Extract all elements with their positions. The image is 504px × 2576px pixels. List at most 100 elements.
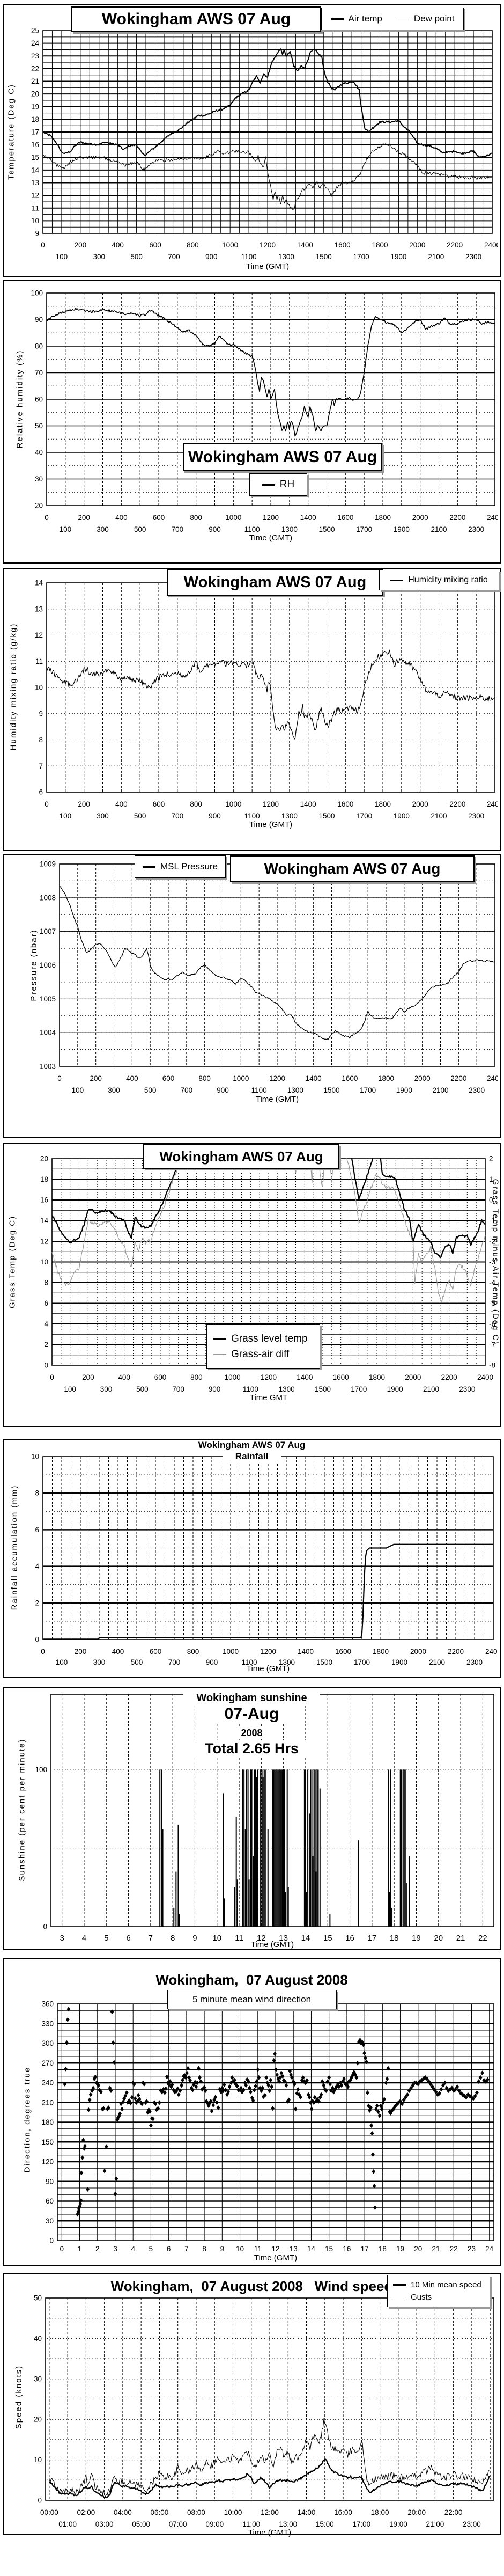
svg-text:12: 12 (35, 631, 43, 639)
svg-text:700: 700 (172, 1385, 184, 1393)
svg-text:-4: -4 (489, 1279, 495, 1287)
svg-text:800: 800 (187, 241, 199, 249)
msl-pressure-panel: 0 200 400 600 800 1000 1200 1400 1600 1800 2000 220… (3, 854, 501, 1138)
svg-text:80: 80 (35, 342, 43, 350)
legend-item: Gusts (393, 2293, 432, 2302)
svg-text:900: 900 (209, 525, 221, 533)
svg-text:9: 9 (192, 1934, 197, 1943)
svg-text:100: 100 (31, 289, 43, 297)
svg-text:17: 17 (368, 1934, 377, 1943)
svg-text:900: 900 (205, 253, 218, 261)
svg-text:11: 11 (32, 204, 39, 212)
legend-label: RH (279, 479, 295, 490)
chart-title: Wokingham, 07 August 2008 Wind speed (98, 2278, 406, 2295)
svg-text:1400: 1400 (298, 1648, 314, 1656)
svg-text:5: 5 (149, 2245, 153, 2253)
svg-text:200: 200 (75, 241, 87, 249)
chart-title: Wokingham, 07 August 2008 (143, 1972, 361, 1988)
legend-label: Air temp (348, 13, 382, 24)
svg-text:-6: -6 (489, 1320, 495, 1328)
svg-text:70: 70 (35, 369, 43, 377)
svg-text:1200: 1200 (260, 1648, 276, 1656)
x-axis-title: Time GMT (249, 1393, 288, 1402)
svg-text:02:00: 02:00 (77, 2508, 95, 2516)
chart-title-text2: Wind speed (314, 2278, 393, 2294)
svg-text:1800: 1800 (373, 1648, 389, 1656)
svg-text:300: 300 (108, 1086, 120, 1094)
svg-text:12: 12 (257, 1934, 266, 1943)
svg-text:4: 4 (35, 1562, 39, 1570)
svg-text:2200: 2200 (447, 241, 463, 249)
svg-text:19: 19 (396, 2245, 404, 2253)
svg-text:2100: 2100 (423, 1385, 439, 1393)
svg-text:14: 14 (31, 166, 40, 174)
svg-text:17: 17 (31, 128, 39, 136)
legend-item: Grass-air diff (213, 1349, 289, 1360)
svg-text:22: 22 (450, 2245, 458, 2253)
svg-text:50: 50 (34, 2294, 42, 2302)
svg-text:1600: 1600 (333, 1373, 349, 1381)
svg-text:2000: 2000 (414, 1074, 431, 1082)
svg-text:1100: 1100 (241, 253, 257, 261)
x-axis-title: Time (GMT) (254, 2253, 298, 2263)
svg-text:6: 6 (44, 1299, 48, 1307)
svg-text:330: 330 (41, 2019, 54, 2028)
svg-text:600: 600 (150, 1648, 162, 1656)
svg-text:12: 12 (40, 1238, 48, 1246)
svg-text:6: 6 (126, 1934, 130, 1943)
svg-text:2: 2 (95, 2245, 100, 2253)
y-axis-title: Grass Temp (Deg C) (8, 1215, 17, 1309)
svg-text:18:00: 18:00 (371, 2508, 389, 2516)
svg-text:1400: 1400 (297, 241, 313, 249)
svg-text:2000: 2000 (409, 241, 425, 249)
svg-text:500: 500 (134, 812, 146, 820)
svg-text:21: 21 (31, 77, 39, 85)
svg-text:20: 20 (40, 1155, 48, 1163)
legend: Grass level temp Grass-air diff (206, 1324, 320, 1368)
svg-text:700: 700 (172, 525, 184, 533)
svg-text:1000: 1000 (225, 1373, 241, 1381)
svg-text:-7: -7 (489, 1341, 495, 1349)
svg-text:03:00: 03:00 (95, 2520, 114, 2528)
svg-text:40: 40 (35, 449, 43, 457)
svg-text:200: 200 (75, 1648, 87, 1656)
svg-text:100: 100 (35, 1766, 47, 1774)
mean-speed-line-swatch (393, 2284, 406, 2286)
svg-text:2100: 2100 (431, 812, 447, 820)
svg-text:500: 500 (136, 1385, 149, 1393)
svg-text:1500: 1500 (316, 1658, 332, 1666)
air-dew-temperature-chart-canvas: 0 200 400 600 800 1000 1200 1400 1600 1800 2000 220… (31, 27, 498, 261)
svg-text:9: 9 (35, 230, 39, 238)
svg-text:200: 200 (90, 1074, 102, 1082)
svg-text:60: 60 (35, 396, 43, 404)
svg-text:200: 200 (82, 1373, 94, 1381)
svg-text:2300: 2300 (469, 1086, 485, 1094)
legend: 10 Min mean speed Gusts (387, 2275, 490, 2307)
svg-text:270: 270 (41, 2059, 54, 2067)
svg-text:10: 10 (236, 2245, 244, 2253)
svg-text:1400: 1400 (297, 1373, 313, 1381)
svg-text:300: 300 (97, 525, 109, 533)
chart-title-text: Wokingham AWS 07 Aug (101, 10, 291, 28)
svg-text:2100: 2100 (429, 1658, 445, 1666)
hmr-line-swatch (390, 580, 404, 581)
sunshine-panel: 3 4 5 6 7 8 9 10 11 12 13 14 15 16 17 18 19 20 21 22 0 100 Wo… (3, 1687, 501, 1950)
svg-text:300: 300 (93, 1658, 106, 1666)
svg-text:3: 3 (113, 2245, 117, 2253)
svg-text:2200: 2200 (441, 1373, 457, 1381)
svg-text:1003: 1003 (40, 1063, 56, 1071)
svg-text:01:00: 01:00 (58, 2520, 77, 2528)
chart-title: Wokingham AWS 07 Aug (230, 855, 475, 882)
svg-text:9: 9 (220, 2245, 225, 2253)
humidity-mixing-ratio-chart-canvas: 0 200 400 600 800 1000 1200 1400 1600 1800 2000 220… (35, 579, 498, 821)
svg-text:1800: 1800 (375, 514, 391, 522)
svg-text:12:00: 12:00 (261, 2508, 279, 2516)
svg-text:1200: 1200 (263, 514, 279, 522)
svg-text:600: 600 (154, 1373, 167, 1381)
svg-text:0: 0 (44, 1362, 48, 1370)
svg-text:6: 6 (35, 1526, 39, 1534)
svg-text:400: 400 (112, 241, 124, 249)
y-axis-title: Speed (knots) (14, 2365, 24, 2429)
x-axis-title: Time (GMT) (249, 820, 293, 829)
svg-text:1004: 1004 (40, 1029, 56, 1037)
